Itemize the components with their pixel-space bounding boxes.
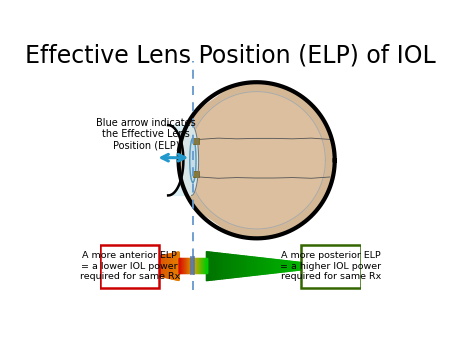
Text: A more posterior ELP
= a higher IOL power
required for same Rx: A more posterior ELP = a higher IOL powe… <box>280 251 382 281</box>
Polygon shape <box>179 82 335 238</box>
FancyBboxPatch shape <box>301 245 361 288</box>
Text: A more anterior ELP
= a lower IOL power
required for same Rx: A more anterior ELP = a lower IOL power … <box>80 251 180 281</box>
Text: Effective Lens Position (ELP) of IOL: Effective Lens Position (ELP) of IOL <box>25 43 436 67</box>
Polygon shape <box>168 125 198 195</box>
FancyBboxPatch shape <box>100 245 159 288</box>
Polygon shape <box>157 88 228 233</box>
Text: Blue arrow indicates
the Effective Lens
Position (ELP): Blue arrow indicates the Effective Lens … <box>96 118 196 151</box>
FancyBboxPatch shape <box>193 138 199 144</box>
Polygon shape <box>190 138 196 183</box>
Polygon shape <box>188 92 325 229</box>
FancyBboxPatch shape <box>193 171 199 177</box>
